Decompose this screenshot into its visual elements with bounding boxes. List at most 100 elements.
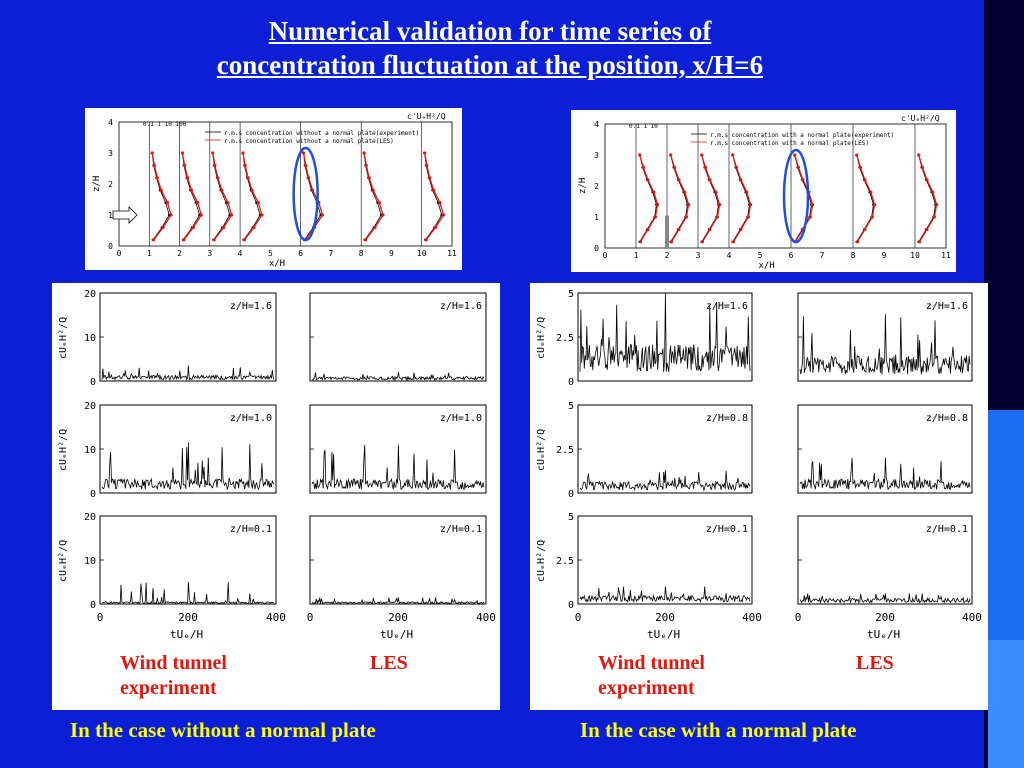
profile-data-point — [169, 213, 173, 217]
profile-series-line — [182, 152, 200, 241]
x-tick-label: 200 — [875, 611, 895, 624]
profile-data-point — [242, 238, 247, 242]
profile-series-line — [363, 152, 384, 241]
timeseries-panel-with-plate: cUₑH²/Q 0 2.5 5 z/H=1.6 z/H=1.6 cUₑH²/Q 0 2.5 5 z/… — [530, 283, 988, 710]
y-axis-label: cUₑH²/Q — [536, 429, 547, 471]
profile-chart-svg: 0 1 2 3 4 5 6 7 8 9 10 11 0 1 2 3 4 x/H z/H c'UₑH²/Q 0.1 1 1… — [578, 114, 951, 271]
timeseries-line — [311, 372, 485, 382]
profile-series-line — [181, 152, 203, 241]
profile-data-point — [677, 178, 681, 182]
label-wind-tunnel-line1: Wind tunnel — [598, 652, 705, 674]
profile-series-line — [639, 154, 659, 243]
profile-data-point — [373, 225, 377, 229]
profile-data-point — [161, 225, 165, 229]
profile-data-point — [364, 163, 368, 167]
profile-data-point — [714, 190, 718, 194]
profile-data-point — [220, 188, 224, 192]
y-axis-label: cUₑH²/Q — [58, 429, 69, 471]
x-tick-label: 11 — [941, 251, 951, 260]
row-label: z/H=0.1 — [230, 524, 272, 535]
y-tick-label: 1 — [108, 211, 113, 220]
profile-data-point — [917, 240, 922, 244]
profile-data-point — [925, 178, 929, 182]
profile-data-point — [250, 188, 254, 192]
profile-data-point — [925, 227, 929, 231]
timeseries-line — [101, 442, 275, 491]
profile-data-point — [920, 165, 925, 169]
profile-data-point — [301, 151, 306, 155]
profile-data-point — [424, 238, 428, 242]
profile-data-point — [212, 238, 216, 242]
label-wind-tunnel-left: Wind tunnel experiment — [120, 651, 227, 701]
y-tick-label: 2.5 — [556, 333, 574, 344]
x-axis-label: x/H — [758, 261, 774, 271]
profile-data-point — [260, 213, 264, 217]
x-axis-label: tUₑ/H — [647, 628, 680, 641]
profile-data-point — [180, 151, 185, 155]
x-tick-label: 7 — [820, 251, 825, 260]
label-wind-tunnel-right: Wind tunnel experiment — [598, 651, 705, 701]
profile-data-point — [641, 165, 646, 169]
profile-data-point — [869, 190, 873, 194]
x-tick-label: 8 — [359, 249, 364, 258]
row-label: z/H=0.8 — [706, 413, 748, 424]
profile-data-point — [199, 213, 203, 217]
profile-data-point — [793, 153, 797, 157]
profile-data-point — [307, 176, 311, 180]
scale-label: 0.1 1 10 100 — [143, 121, 187, 128]
x-tick-label: 8 — [851, 251, 856, 260]
corner-label: c'UₑH²/Q — [407, 112, 446, 121]
profile-series-line — [151, 152, 172, 241]
profile-data-point — [748, 203, 753, 207]
x-tick-label: 0 — [795, 611, 802, 624]
normal-plate-marker — [665, 215, 669, 248]
x-tick-label: 2 — [665, 251, 670, 260]
profile-data-point — [243, 163, 247, 167]
legend-text-les: r.m.s concentration with a normal plate(… — [710, 140, 869, 147]
profile-data-point — [185, 176, 190, 180]
profile-data-point — [703, 165, 708, 169]
profile-data-point — [425, 163, 429, 167]
y-axis-label: cUₑH²/Q — [58, 317, 69, 359]
profile-series-line — [701, 154, 721, 243]
profile-series-line — [856, 154, 876, 243]
profile-data-point — [796, 165, 801, 169]
x-tick-label: 6 — [789, 251, 794, 260]
profile-data-point — [159, 188, 163, 192]
profile-data-point — [638, 153, 642, 157]
profile-data-point — [367, 176, 371, 180]
x-tick-label: 4 — [727, 251, 732, 260]
y-axis-label: z/H — [92, 176, 102, 192]
profile-data-point — [222, 225, 226, 229]
timeseries-line — [311, 597, 485, 605]
plot-frame — [118, 121, 453, 247]
profile-data-point — [683, 190, 687, 194]
y-tick-label: 2.5 — [556, 445, 574, 456]
profile-series-line — [918, 154, 938, 243]
profile-data-point — [655, 203, 660, 207]
y-tick-label: 2 — [108, 180, 113, 189]
profile-data-point — [441, 213, 446, 217]
y-tick-label: 5 — [568, 401, 574, 412]
profile-series-line — [423, 152, 445, 241]
profile-data-point — [652, 190, 656, 194]
x-tick-label: 1 — [147, 249, 152, 258]
row-label: z/H=0.1 — [706, 524, 748, 535]
profile-data-point — [150, 151, 154, 155]
profile-data-point — [715, 215, 719, 219]
profile-data-point — [191, 225, 195, 229]
label-wind-tunnel-line1: Wind tunnel — [120, 652, 227, 674]
profile-data-point — [438, 201, 442, 205]
profile-data-point — [739, 227, 743, 231]
profile-data-point — [371, 188, 375, 192]
x-tick-label: 400 — [476, 611, 496, 624]
x-axis-label: x/H — [269, 259, 285, 269]
profile-series-line — [670, 154, 690, 243]
profile-data-point — [152, 238, 156, 242]
x-tick-label: 200 — [655, 611, 675, 624]
profile-data-point — [377, 201, 381, 205]
profile-data-point — [863, 178, 867, 182]
title-line-2: concentration fluctuation at the positio… — [216, 50, 764, 80]
profile-data-point — [855, 240, 860, 244]
profile-data-point — [731, 153, 735, 157]
